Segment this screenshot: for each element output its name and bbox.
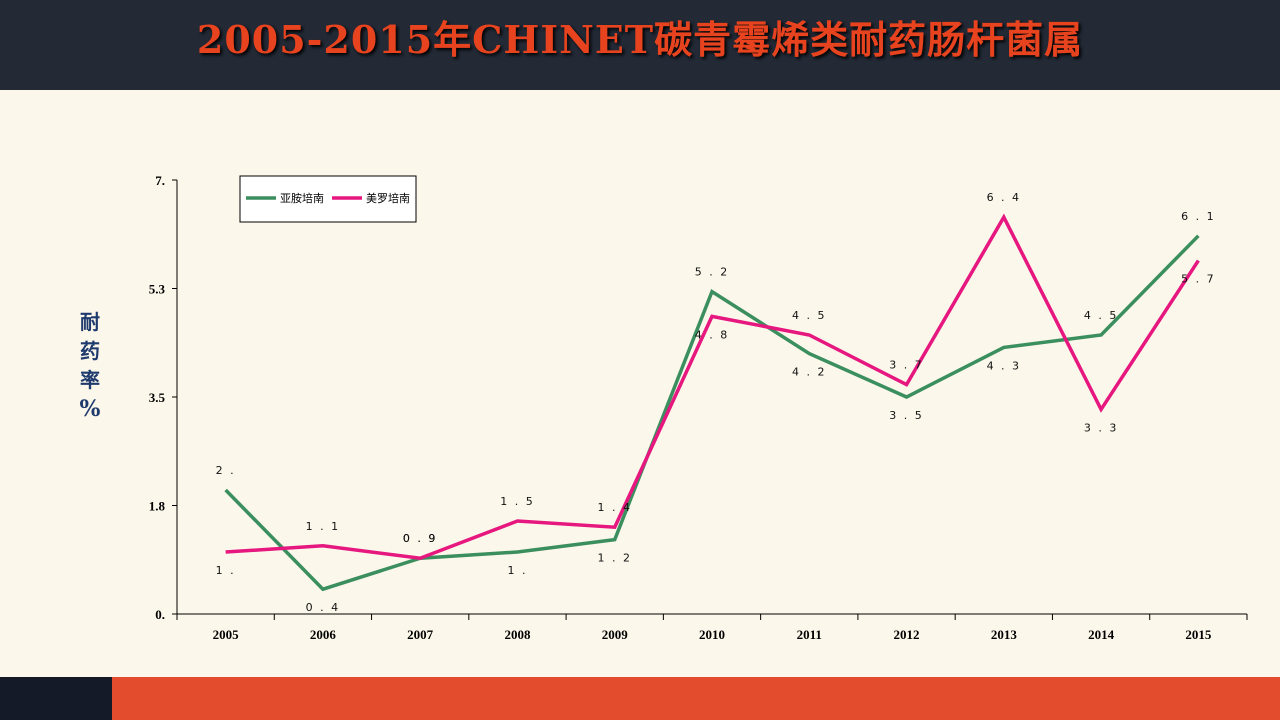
data-label: 5 . 7 xyxy=(1181,273,1216,286)
legend-label: 亚胺培南 xyxy=(280,191,324,205)
data-label: 4 . 8 xyxy=(695,328,730,341)
y-axis-label: 耐 药 率 % xyxy=(72,308,108,424)
data-label: 5 . 2 xyxy=(695,266,730,279)
data-label: 0 . 9 xyxy=(403,532,438,545)
x-tick-label: 2009 xyxy=(602,627,629,642)
data-label: 4 . 5 xyxy=(792,309,827,322)
y-axis-label-char: 药 xyxy=(80,339,100,363)
y-tick-label: 5.3 xyxy=(149,282,166,297)
series-line-1 xyxy=(224,234,1200,592)
data-label: 4 . 5 xyxy=(1084,309,1119,322)
data-label: 4 . 3 xyxy=(987,359,1022,372)
data-label: 0 . 4 xyxy=(306,601,341,614)
y-tick-label: 3.5 xyxy=(149,390,166,405)
x-tick-label: 2007 xyxy=(407,627,434,642)
data-label: 4 . 2 xyxy=(792,366,827,379)
x-tick-label: 2015 xyxy=(1185,627,1212,642)
data-label: 1 . xyxy=(216,564,236,577)
data-label: 3 . 5 xyxy=(889,409,924,422)
data-label: 3 . 3 xyxy=(1084,421,1119,434)
data-label: 1 . 5 xyxy=(500,495,535,508)
x-tick-label: 2010 xyxy=(699,627,725,642)
data-label: 1 . xyxy=(507,564,527,577)
header-bar xyxy=(0,0,1280,90)
data-label: 0 . 9 xyxy=(403,532,438,545)
x-tick-label: 2013 xyxy=(991,627,1018,642)
data-label: 6 . 4 xyxy=(987,191,1022,204)
data-label: 3 . 7 xyxy=(889,359,924,372)
x-tick-label: 2008 xyxy=(504,627,531,642)
footer-bar-dark xyxy=(0,677,112,720)
y-tick-label: 1.8 xyxy=(149,499,166,514)
y-tick-label: 0. xyxy=(155,607,165,622)
x-tick-label: 2006 xyxy=(310,627,337,642)
y-axis-label-char: % xyxy=(79,396,101,422)
data-label: 1 . 2 xyxy=(597,552,632,565)
page-title: 2005-2015年CHINET碳青霉烯类耐药肠杆菌属 xyxy=(196,17,1084,62)
y-tick-label: 7. xyxy=(155,173,165,188)
data-label: 2 . xyxy=(216,464,236,477)
series-line-2 xyxy=(225,213,1200,560)
data-label: 6 . 1 xyxy=(1181,210,1216,223)
y-axis-label-char: 率 xyxy=(80,368,100,392)
data-label: 1 . 1 xyxy=(306,520,341,533)
x-tick-label: 2012 xyxy=(894,627,920,642)
x-tick-label: 2014 xyxy=(1088,627,1115,642)
x-tick-label: 2011 xyxy=(797,627,822,642)
y-axis-label-char: 耐 xyxy=(80,310,100,334)
footer-bar-accent xyxy=(112,677,1280,720)
data-label: 1 . 4 xyxy=(597,501,632,514)
x-tick-label: 2005 xyxy=(213,627,240,642)
legend-label: 美罗培南 xyxy=(366,191,410,205)
